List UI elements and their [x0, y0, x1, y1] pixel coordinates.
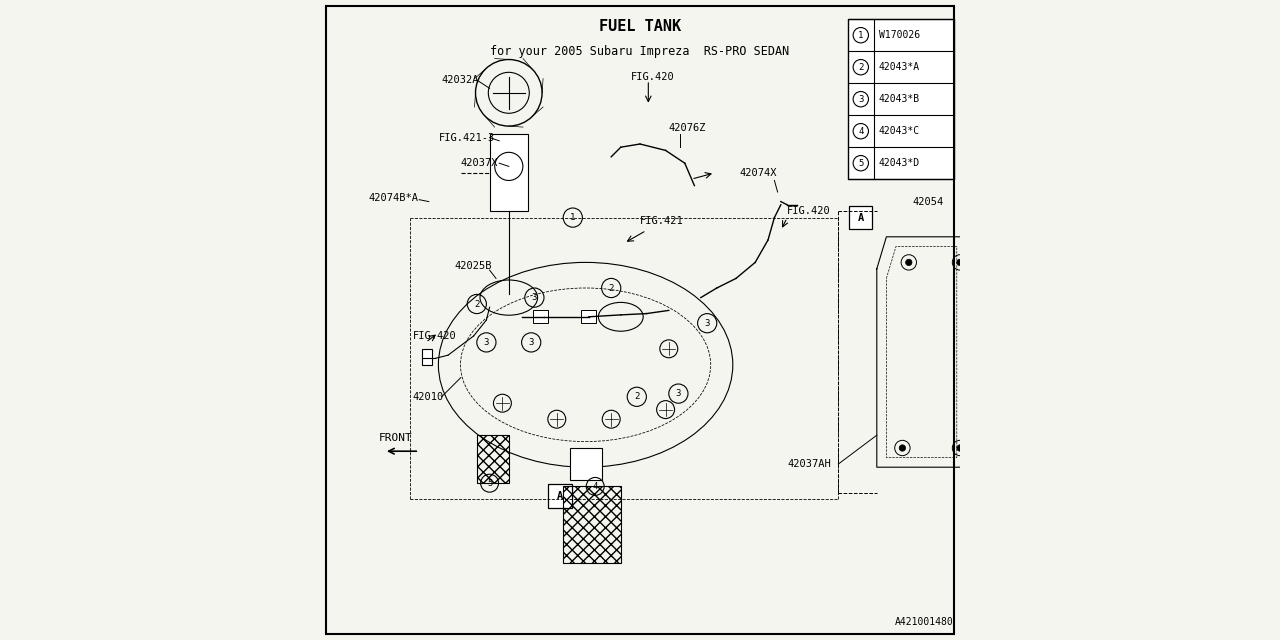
- Text: 42043*A: 42043*A: [879, 62, 920, 72]
- Text: 42076Z: 42076Z: [668, 123, 707, 133]
- Text: 2: 2: [474, 300, 480, 308]
- Circle shape: [906, 259, 913, 266]
- Text: 3: 3: [676, 389, 681, 398]
- Text: FIG.420: FIG.420: [787, 206, 831, 216]
- Text: A: A: [557, 491, 563, 501]
- FancyBboxPatch shape: [570, 448, 602, 480]
- Text: 3: 3: [529, 338, 534, 347]
- Text: 5: 5: [858, 159, 864, 168]
- FancyBboxPatch shape: [581, 310, 596, 323]
- Text: 3: 3: [704, 319, 710, 328]
- Text: 3: 3: [531, 293, 538, 302]
- Text: 5: 5: [486, 479, 493, 488]
- Text: FRONT: FRONT: [379, 433, 412, 444]
- Text: 42074B*A: 42074B*A: [369, 193, 419, 204]
- Text: 4: 4: [593, 482, 598, 491]
- Text: 42032A: 42032A: [442, 75, 479, 85]
- Text: 42043*D: 42043*D: [879, 158, 920, 168]
- Text: 42037AH: 42037AH: [787, 459, 831, 469]
- Text: 42043*C: 42043*C: [879, 126, 920, 136]
- FancyBboxPatch shape: [534, 310, 549, 323]
- Circle shape: [899, 445, 906, 451]
- Text: 42043*B: 42043*B: [879, 94, 920, 104]
- Text: FIG.421-3: FIG.421-3: [438, 132, 494, 143]
- Text: 42074X: 42074X: [740, 168, 777, 178]
- Text: 42037X: 42037X: [461, 158, 498, 168]
- Circle shape: [957, 259, 964, 266]
- Text: 1: 1: [570, 213, 576, 222]
- Text: FIG.421: FIG.421: [640, 216, 684, 226]
- Text: 2: 2: [634, 392, 640, 401]
- Text: for your 2005 Subaru Impreza  RS-PRO SEDAN: for your 2005 Subaru Impreza RS-PRO SEDA…: [490, 45, 790, 58]
- Text: 42025B: 42025B: [454, 260, 492, 271]
- FancyBboxPatch shape: [490, 134, 529, 211]
- Text: 3: 3: [484, 338, 489, 347]
- FancyBboxPatch shape: [850, 206, 873, 229]
- Text: FUEL TANK: FUEL TANK: [599, 19, 681, 34]
- Text: 1: 1: [858, 31, 864, 40]
- Text: 2: 2: [608, 284, 614, 292]
- Text: 42010: 42010: [412, 392, 444, 402]
- Text: W170026: W170026: [879, 30, 920, 40]
- FancyBboxPatch shape: [549, 484, 571, 508]
- Circle shape: [957, 445, 964, 451]
- Text: 42054: 42054: [911, 196, 943, 207]
- Text: 4: 4: [858, 127, 864, 136]
- Text: FIG.420: FIG.420: [630, 72, 675, 82]
- FancyBboxPatch shape: [422, 349, 433, 365]
- Text: 2: 2: [858, 63, 864, 72]
- FancyBboxPatch shape: [849, 19, 954, 179]
- Text: FIG.420: FIG.420: [412, 331, 457, 341]
- Text: 3: 3: [858, 95, 864, 104]
- Text: A: A: [858, 212, 864, 223]
- Text: A421001480: A421001480: [895, 617, 954, 627]
